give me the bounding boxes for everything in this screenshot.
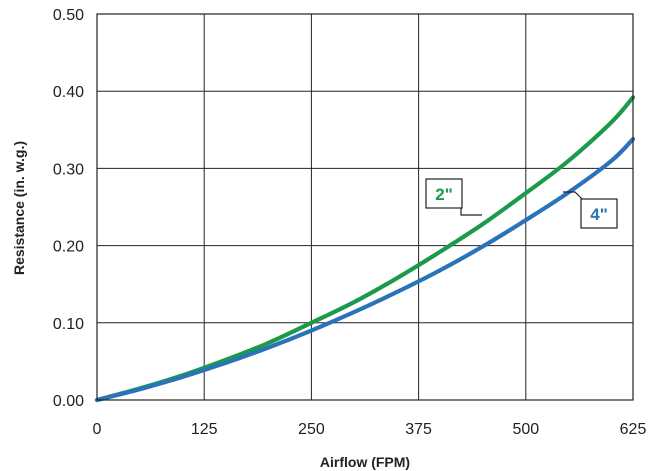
callout-4in-box xyxy=(580,198,618,229)
x-axis-title: Airflow (FPM) xyxy=(320,454,410,470)
y-axis-title: Resistance (in. w.g.) xyxy=(11,141,27,275)
y-tick-label: 0.40 xyxy=(53,84,84,101)
x-tick-label: 250 xyxy=(298,421,325,438)
y-tick-label: 0.50 xyxy=(53,7,84,24)
series-layer xyxy=(94,95,636,403)
y-axis-ticks: 0.00 0.10 0.20 0.30 0.40 0.50 xyxy=(53,7,84,410)
x-axis-ticks: 0 125 250 375 500 625 xyxy=(93,421,647,438)
y-tick-label: 0.20 xyxy=(53,239,84,256)
callout-2in-label: 2" xyxy=(435,185,453,204)
y-tick-label: 0.10 xyxy=(53,316,84,333)
series-line-1 xyxy=(94,136,636,403)
callout-4in-label: 4" xyxy=(590,205,608,224)
x-tick-label: 125 xyxy=(191,421,218,438)
callout-2in: 2" xyxy=(425,178,482,216)
grid xyxy=(96,13,634,401)
plot-frame xyxy=(96,13,634,401)
y-tick-label: 0.30 xyxy=(53,161,84,178)
x-tick-label: 0 xyxy=(93,421,102,438)
y-tick-label: 0.00 xyxy=(53,393,84,410)
callout-4in: 4" xyxy=(563,191,618,229)
x-tick-label: 500 xyxy=(512,421,539,438)
x-tick-label: 625 xyxy=(620,421,647,438)
series-line-0 xyxy=(94,95,636,403)
x-tick-label: 375 xyxy=(405,421,432,438)
callout-2in-box xyxy=(425,178,463,209)
callout-2in-leader xyxy=(460,193,482,216)
